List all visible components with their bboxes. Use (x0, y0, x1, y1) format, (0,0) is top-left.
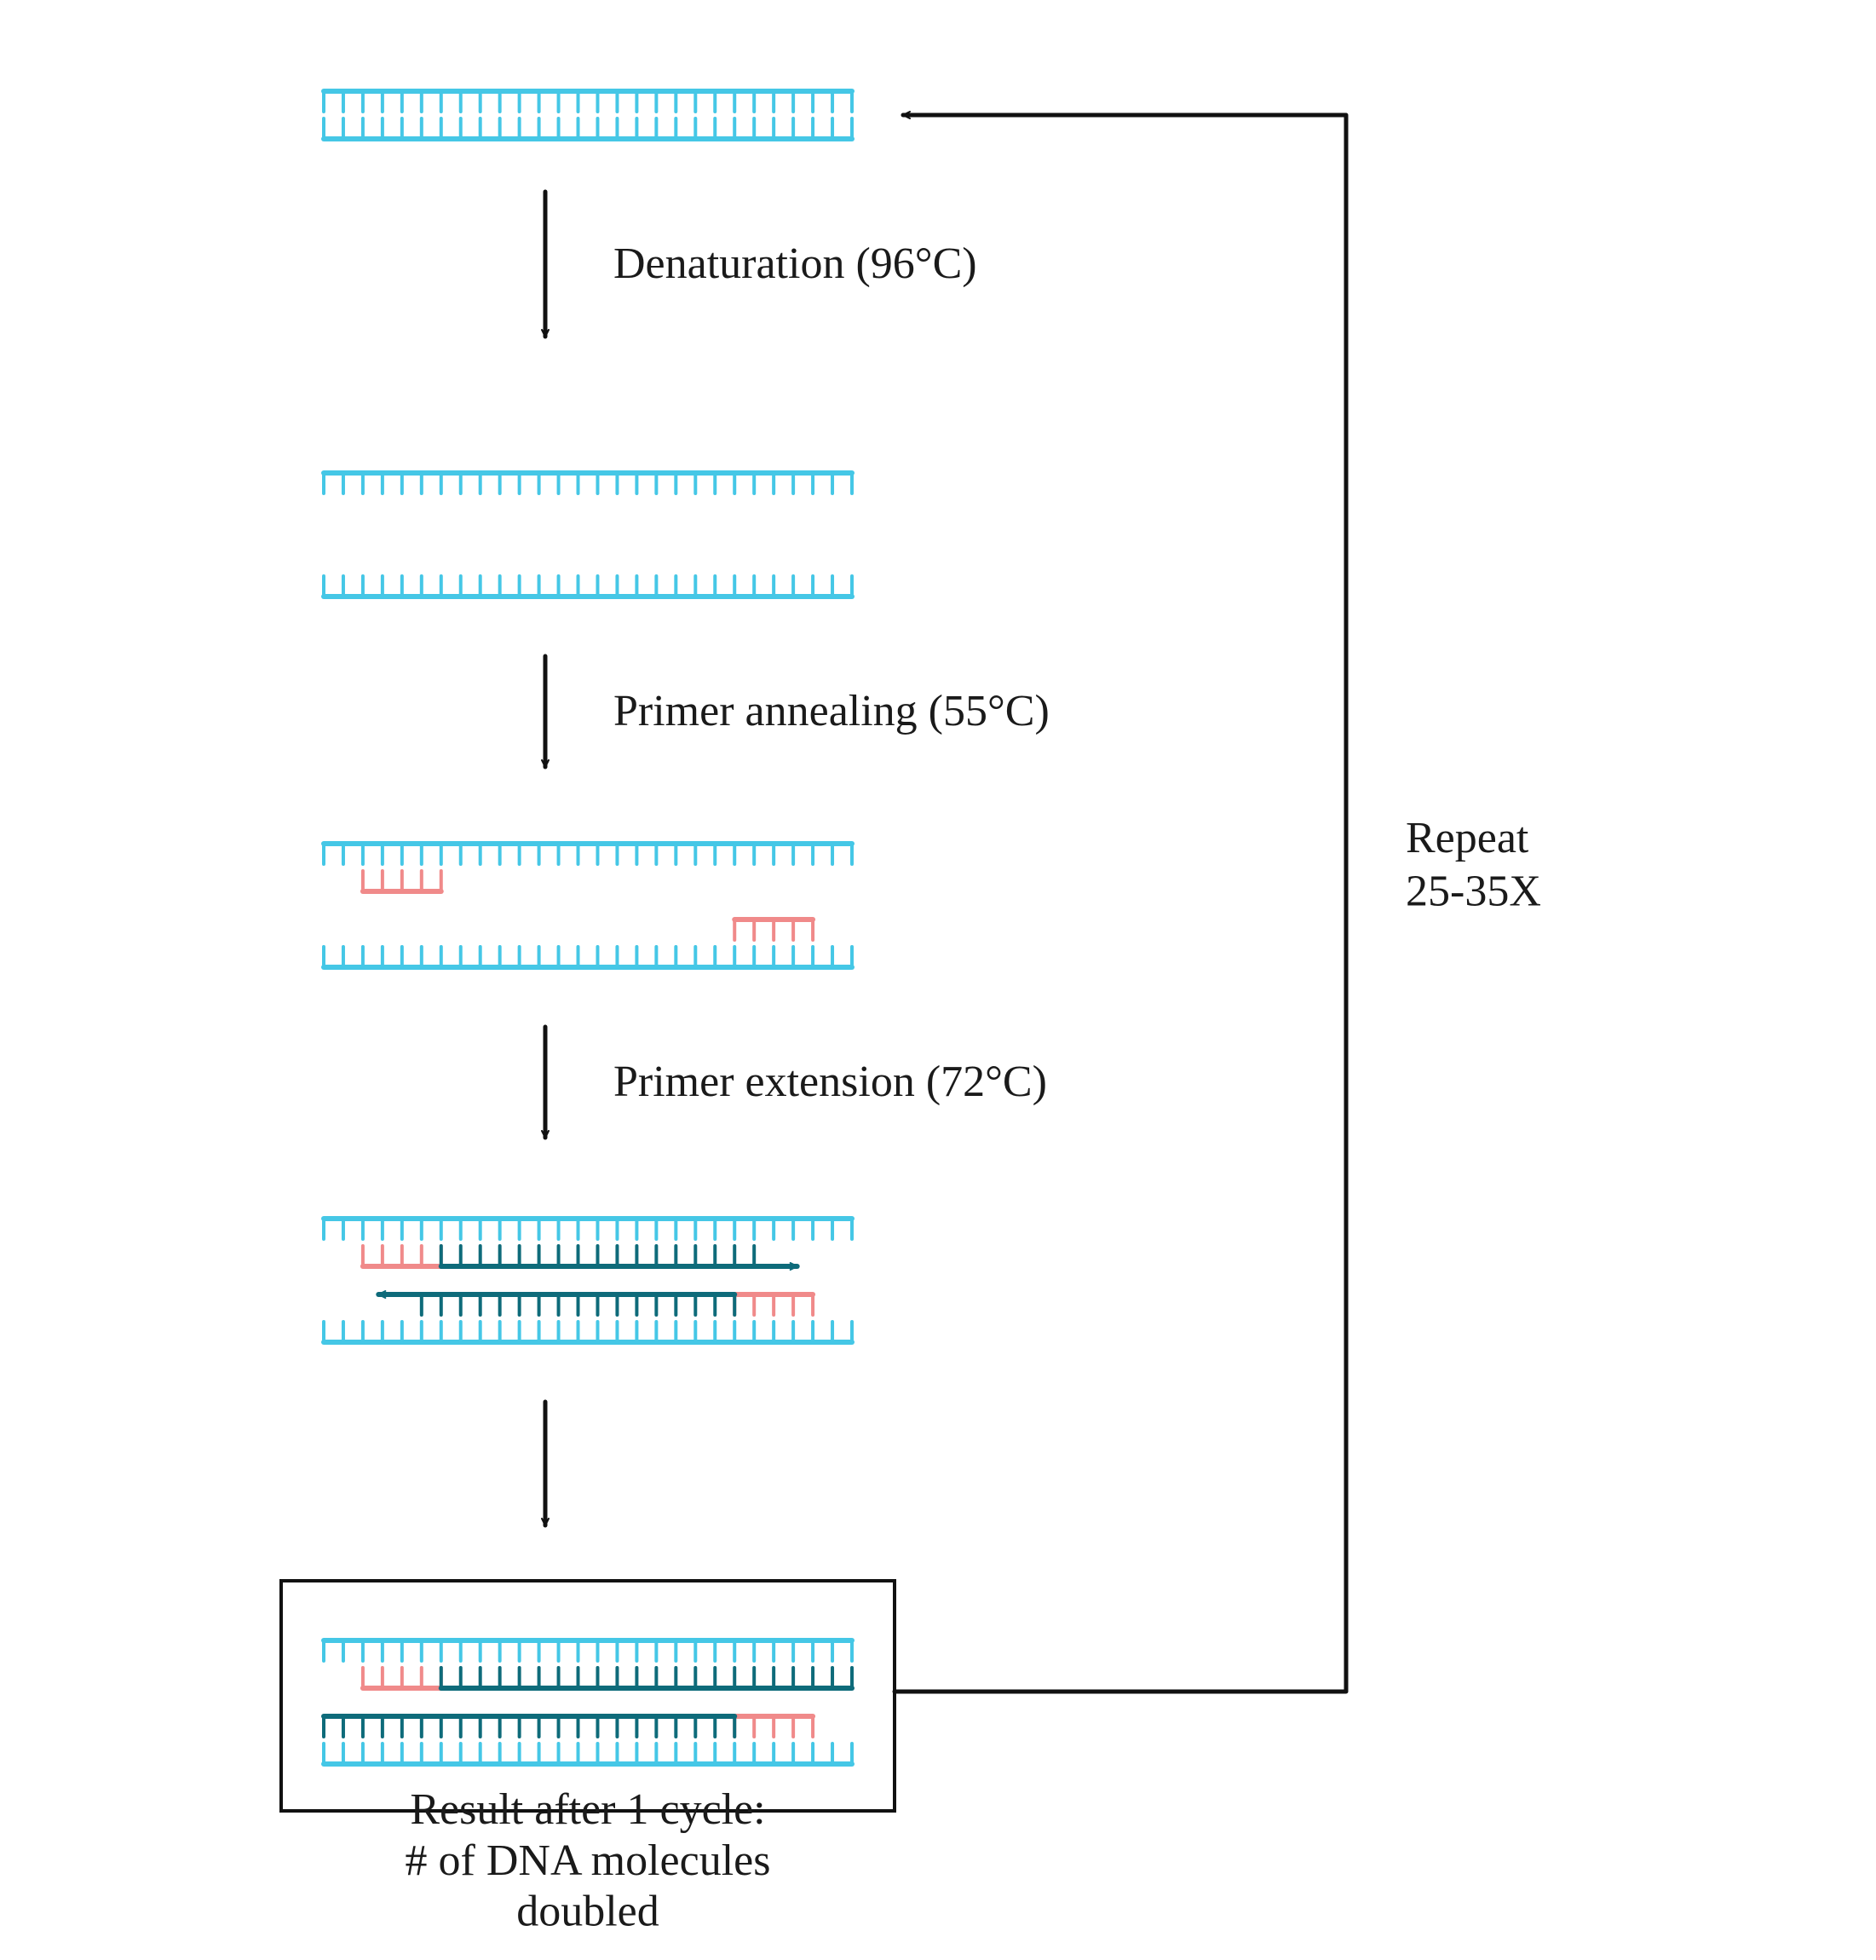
label-denaturation: Denaturation (96°C) (613, 239, 977, 288)
label-annealing: Primer annealing (55°C) (613, 687, 1050, 735)
label-repeat-1: Repeat (1406, 814, 1529, 862)
label-repeat-2: 25-35X (1406, 867, 1541, 915)
pcr-diagram: Denaturation (96°C) Primer annealing (55°… (0, 0, 1876, 1960)
label-result-3: doubled (516, 1888, 659, 1936)
label-result-1: Result after 1 cycle: (410, 1785, 765, 1834)
label-extension: Primer extension (72°C) (613, 1058, 1047, 1106)
label-result-2: # of DNA molecules (406, 1836, 771, 1885)
